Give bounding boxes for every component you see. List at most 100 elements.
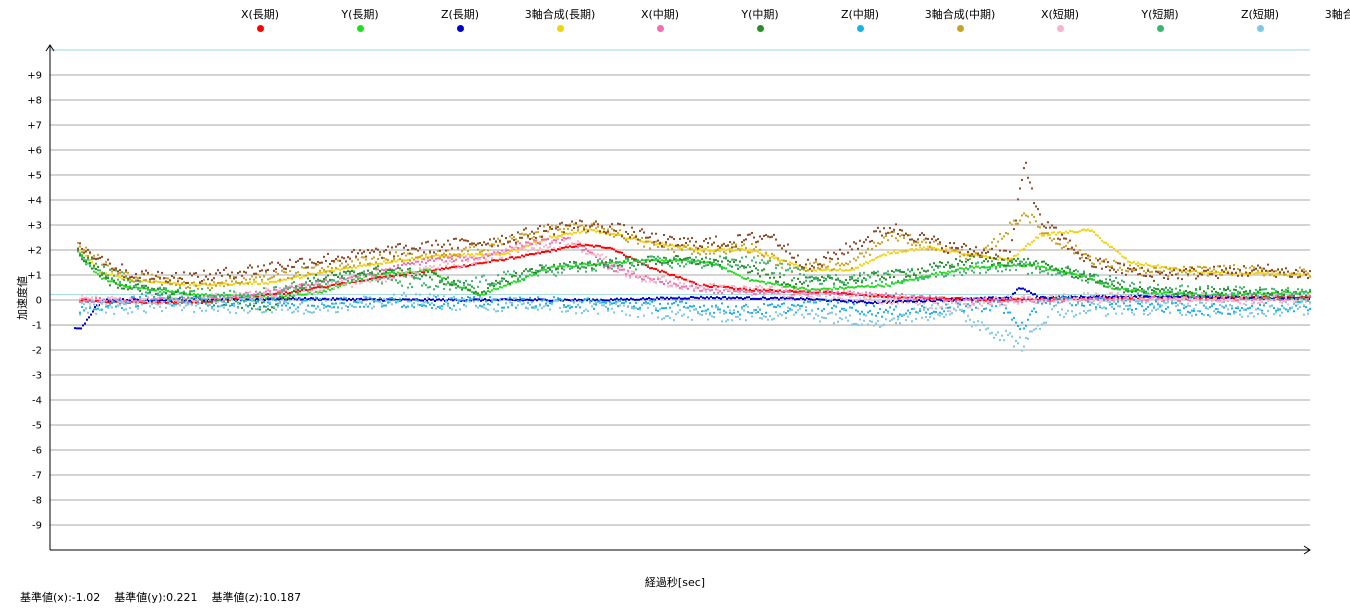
data-point xyxy=(673,282,675,285)
data-point xyxy=(804,298,806,301)
data-point xyxy=(369,264,371,267)
data-point xyxy=(405,273,407,276)
data-point xyxy=(775,280,777,283)
data-point xyxy=(931,246,933,249)
data-point xyxy=(1077,274,1079,277)
data-point xyxy=(1257,295,1259,298)
data-point xyxy=(693,250,695,253)
data-point xyxy=(105,301,107,304)
data-point xyxy=(157,298,159,301)
data-point xyxy=(1071,271,1073,274)
data-point xyxy=(424,298,426,301)
data-point xyxy=(729,247,731,250)
data-point xyxy=(357,272,359,275)
data-point xyxy=(1187,310,1189,313)
data-point xyxy=(635,260,637,263)
data-point xyxy=(642,297,644,300)
data-point xyxy=(666,296,668,299)
data-point xyxy=(557,267,559,270)
data-point xyxy=(515,281,517,284)
data-point xyxy=(911,296,913,299)
data-point xyxy=(295,288,297,291)
data-point xyxy=(893,296,895,299)
data-point xyxy=(307,304,309,307)
data-point xyxy=(505,252,507,255)
data-point xyxy=(361,264,363,267)
data-point xyxy=(1099,296,1101,299)
data-point xyxy=(859,263,861,266)
data-point xyxy=(343,270,345,273)
data-point xyxy=(1237,307,1239,310)
data-point xyxy=(747,311,749,314)
data-point xyxy=(867,262,869,265)
data-point xyxy=(1231,294,1233,297)
data-point xyxy=(453,254,455,257)
data-point xyxy=(847,301,849,304)
data-point xyxy=(139,299,141,302)
data-point xyxy=(391,297,393,300)
data-point xyxy=(434,299,436,302)
data-point xyxy=(667,282,669,285)
data-point xyxy=(718,297,720,300)
data-point xyxy=(83,309,85,312)
data-point xyxy=(763,288,765,291)
data-point xyxy=(1165,286,1167,289)
data-point xyxy=(565,232,567,235)
data-point xyxy=(345,282,347,285)
data-point xyxy=(86,318,88,321)
data-point xyxy=(641,240,643,243)
data-point xyxy=(1016,288,1018,291)
data-point xyxy=(531,268,533,271)
data-point xyxy=(385,270,387,273)
data-point xyxy=(81,305,83,308)
data-point xyxy=(755,293,757,296)
data-point xyxy=(927,269,929,272)
data-point xyxy=(480,299,482,302)
data-point xyxy=(287,292,289,295)
data-point xyxy=(503,259,505,262)
data-point xyxy=(393,269,395,272)
data-point xyxy=(717,291,719,294)
data-point xyxy=(197,287,199,290)
data-point xyxy=(121,283,123,286)
data-point xyxy=(1227,294,1229,297)
data-point xyxy=(551,265,553,268)
data-point xyxy=(929,295,931,298)
data-point xyxy=(334,298,336,301)
data-point xyxy=(157,281,159,284)
data-point xyxy=(783,259,785,262)
data-point xyxy=(281,295,283,298)
data-point xyxy=(939,249,941,252)
data-point xyxy=(883,236,885,239)
data-point xyxy=(487,253,489,256)
data-point xyxy=(1301,274,1303,277)
data-point xyxy=(339,277,341,280)
data-point xyxy=(415,274,417,277)
data-point xyxy=(1077,301,1079,304)
data-point xyxy=(87,262,89,265)
data-point xyxy=(753,292,755,295)
data-point xyxy=(987,244,989,247)
data-point xyxy=(641,263,643,266)
data-point xyxy=(1151,270,1153,273)
data-point xyxy=(939,243,941,246)
data-point xyxy=(139,287,141,290)
data-point xyxy=(519,256,521,259)
data-point xyxy=(848,299,850,302)
data-point xyxy=(271,280,273,283)
data-point xyxy=(559,241,561,244)
data-point xyxy=(1003,235,1005,238)
data-point xyxy=(843,291,845,294)
data-point xyxy=(795,283,797,286)
data-point xyxy=(253,295,255,298)
data-point xyxy=(1093,278,1095,281)
data-point xyxy=(855,279,857,282)
data-point xyxy=(721,248,723,251)
data-point xyxy=(1067,241,1069,244)
data-point xyxy=(1203,271,1205,274)
data-point xyxy=(123,284,125,287)
data-point xyxy=(327,274,329,277)
data-point xyxy=(757,272,759,275)
data-point xyxy=(1295,298,1297,301)
data-point xyxy=(673,301,675,304)
